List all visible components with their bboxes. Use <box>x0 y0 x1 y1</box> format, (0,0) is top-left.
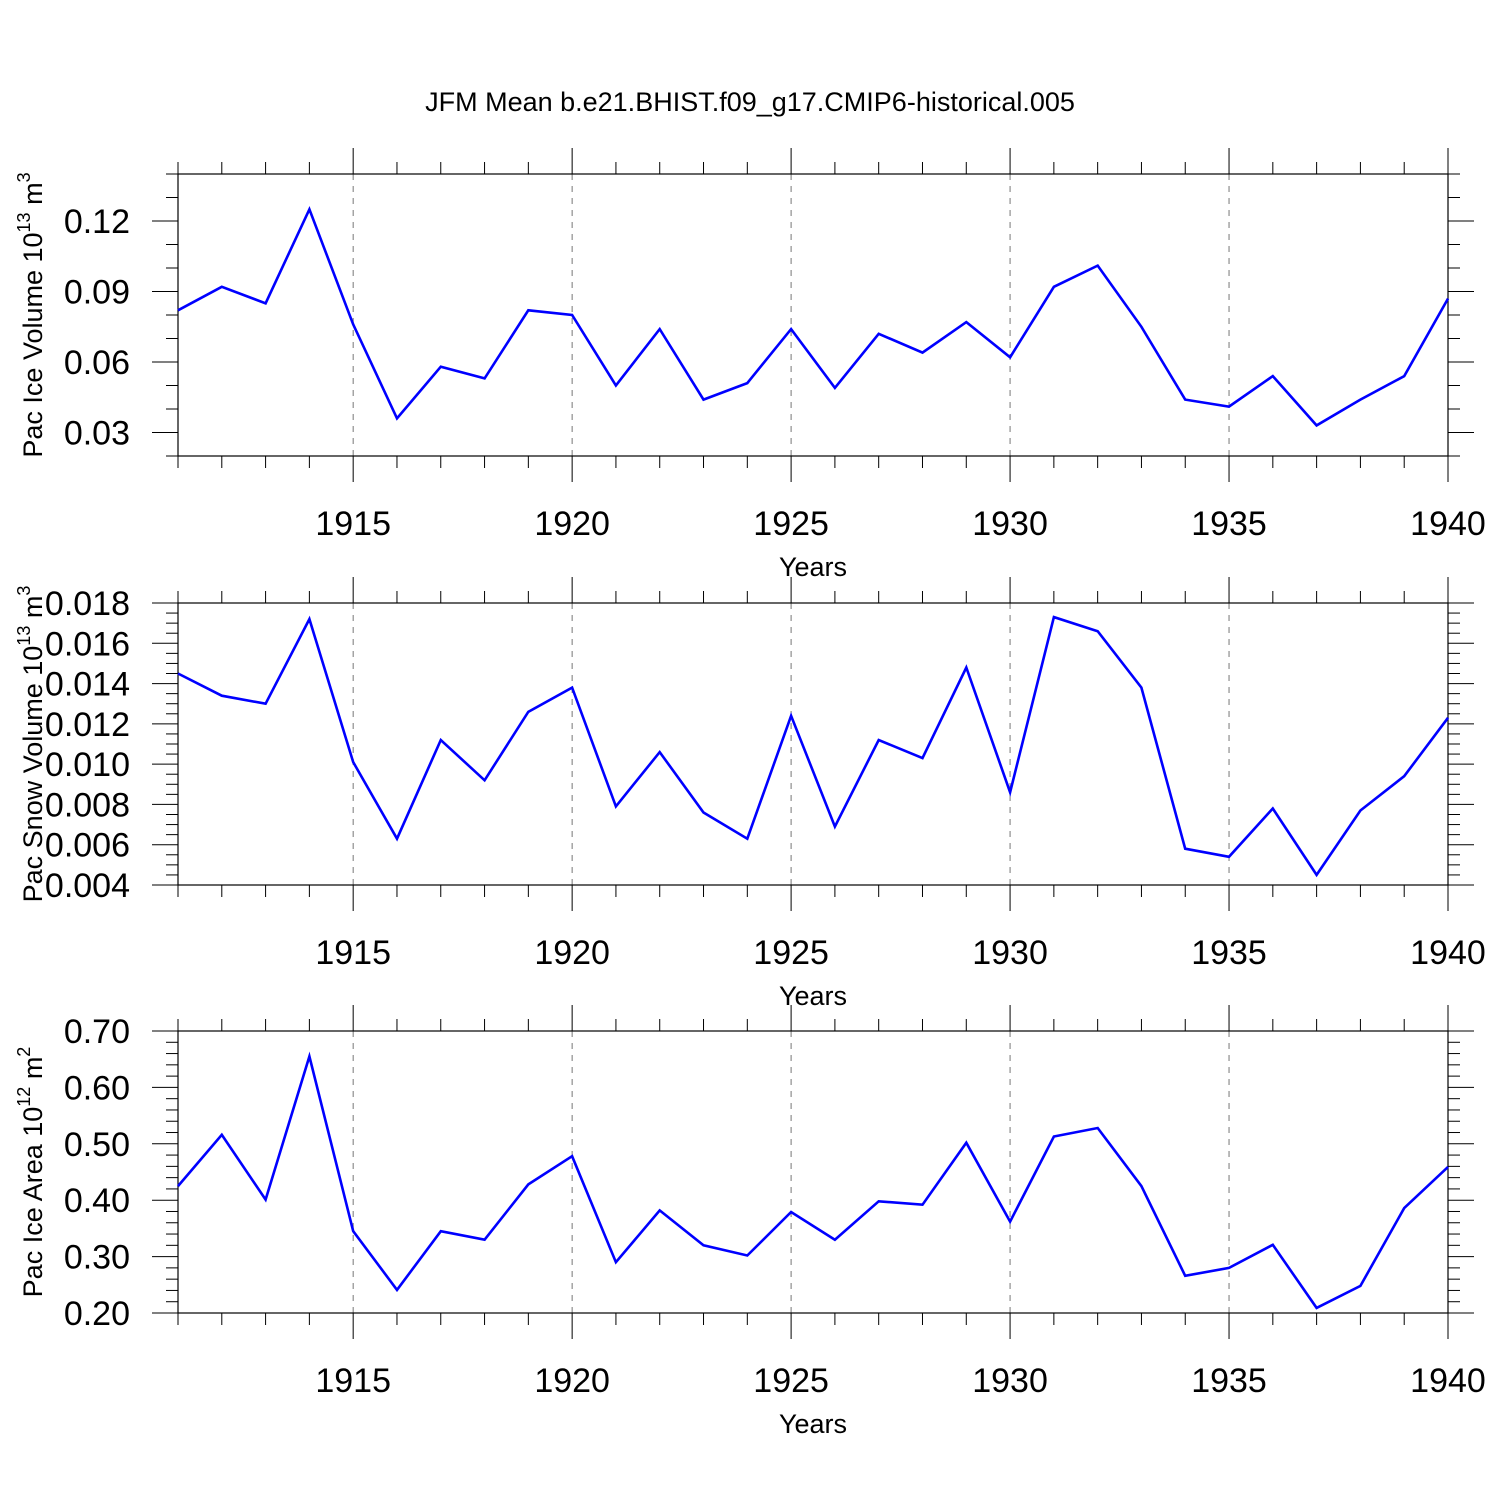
y-tick-label: 0.06 <box>64 344 130 382</box>
y-tick-label: 0.018 <box>45 585 130 623</box>
y-axis-label-text: Pac Ice Volume 10 <box>18 232 48 457</box>
y-axis-label-unit: m <box>18 596 48 626</box>
y-tick-label: 0.50 <box>64 1126 130 1164</box>
x-tick-label: 1920 <box>534 1362 610 1400</box>
plot-frame <box>177 173 1449 457</box>
y-axis-label: Pac Ice Area 1012 m2 <box>14 1047 48 1298</box>
x-tick-label: 1930 <box>972 505 1048 543</box>
y-tick-label: 0.09 <box>64 274 130 312</box>
y-tick-label: 0.010 <box>45 746 130 784</box>
plot-frame <box>177 602 1449 886</box>
x-tick-label: 1940 <box>1410 934 1486 972</box>
y-axis-label-exponent: 13 <box>14 626 34 646</box>
x-tick-label: 1935 <box>1191 934 1267 972</box>
panel-3: 1915 1920 1925 1930 1935 1940 0.20 0.30 0.40 0.50… <box>14 1005 1486 1439</box>
y-tick-label: 0.014 <box>45 666 130 704</box>
x-tick-label: 1925 <box>753 1362 829 1400</box>
y-axis-label-unit-exponent: 3 <box>14 586 34 596</box>
y-tick-label: 0.20 <box>64 1295 130 1333</box>
y-axis-label-unit: m <box>18 182 48 212</box>
x-axis-label: Years <box>779 1409 847 1439</box>
x-tick-label: 1925 <box>753 505 829 543</box>
plot-frame <box>177 1030 1449 1314</box>
y-tick-label: 0.004 <box>45 867 130 905</box>
y-tick-label: 0.70 <box>64 1013 130 1051</box>
x-tick-label: 1930 <box>972 1362 1048 1400</box>
y-tick-label: 0.008 <box>45 786 130 824</box>
y-axis-label-unit-exponent: 2 <box>14 1047 34 1057</box>
x-tick-label: 1940 <box>1410 1362 1486 1400</box>
y-axis-label-exponent: 13 <box>14 212 34 232</box>
y-tick-label: 0.60 <box>64 1069 130 1107</box>
series-line <box>177 1051 1449 1310</box>
x-axis-label: Years <box>779 981 847 1011</box>
y-axis-label: Pac Ice Volume 1013 m3 <box>14 172 48 457</box>
y-tick-label: 0.016 <box>45 625 130 663</box>
series-line <box>177 615 1450 878</box>
y-tick-label: 0.03 <box>64 415 130 453</box>
x-tick-label: 1920 <box>534 505 610 543</box>
x-tick-label: 1935 <box>1191 1362 1267 1400</box>
x-tick-label: 1920 <box>534 934 610 972</box>
y-axis-label-unit: m <box>18 1057 48 1087</box>
x-tick-label: 1915 <box>315 505 391 543</box>
y-axis-label-unit-exponent: 3 <box>14 172 34 182</box>
y-axis-label-text: Pac Ice Area 10 <box>18 1107 48 1298</box>
x-tick-label: 1940 <box>1410 505 1486 543</box>
panels: 1915 1920 1925 1930 1935 1940 0.03 0.06 0.09 0.12… <box>14 148 1486 1439</box>
x-axis-label: Years <box>779 552 847 582</box>
x-tick-label: 1930 <box>972 934 1048 972</box>
y-tick-label: 0.40 <box>64 1182 130 1220</box>
y-axis-label: Pac Snow Volume 1013 m3 <box>14 586 48 903</box>
x-tick-label: 1915 <box>315 1362 391 1400</box>
panel-2: 1915 1920 1925 1930 1935 19400.0040.0060.0080… <box>14 577 1486 1011</box>
y-axis-label-exponent: 12 <box>14 1087 34 1107</box>
y-axis-label-text: Pac Snow Volume 10 <box>18 646 48 903</box>
y-tick-label: 0.006 <box>45 827 130 865</box>
series-line <box>177 205 1450 428</box>
x-tick-label: 1935 <box>1191 505 1267 543</box>
x-tick-label: 1925 <box>753 934 829 972</box>
y-tick-label: 0.012 <box>45 706 130 744</box>
y-tick-label: 0.12 <box>64 203 130 241</box>
x-tick-label: 1915 <box>315 934 391 972</box>
chart-title: JFM Mean b.e21.BHIST.f09_g17.CMIP6-histo… <box>425 87 1075 117</box>
panel-1: 1915 1920 1925 1930 1935 1940 0.03 0.06 0.09 0.12… <box>14 148 1486 582</box>
y-tick-label: 0.30 <box>64 1239 130 1277</box>
